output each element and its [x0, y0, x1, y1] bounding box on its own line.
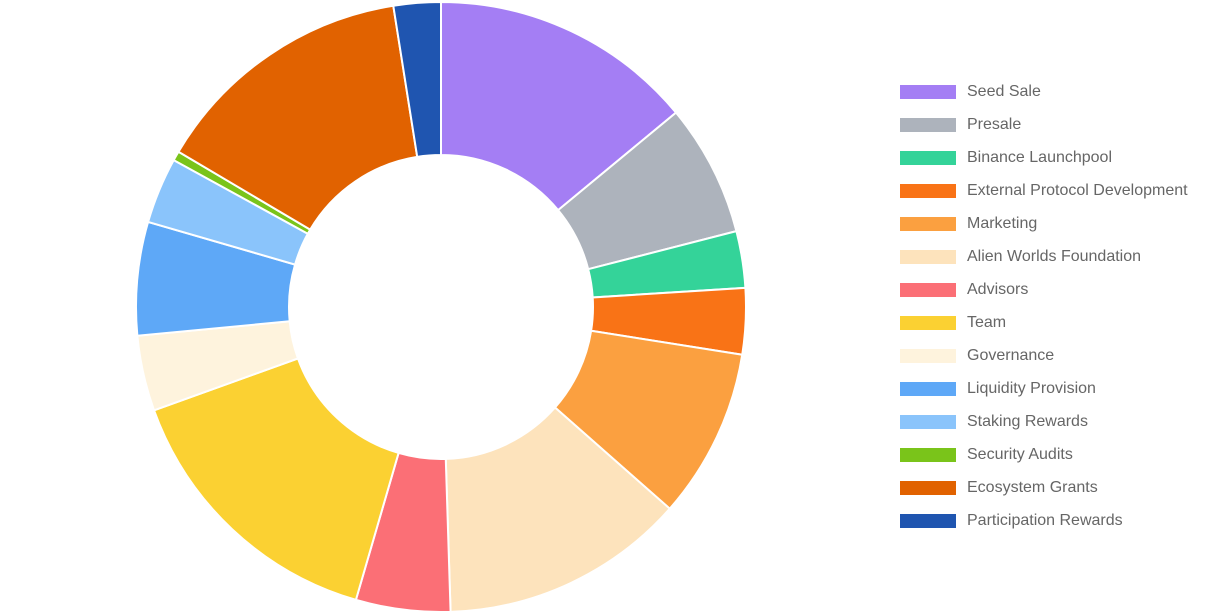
doughnut-segment [392, 0, 442, 159]
legend-label: Participation Rewards [967, 512, 1123, 529]
doughnut-segment [440, 0, 678, 212]
legend-swatch [900, 514, 956, 528]
legend-swatch [900, 382, 956, 396]
legend-label: Presale [967, 116, 1021, 133]
legend-label: Seed Sale [967, 83, 1041, 100]
legend-swatch [900, 349, 956, 363]
legend-swatch [900, 85, 956, 99]
doughnut-segment [444, 406, 672, 613]
legend-label: Marketing [967, 215, 1037, 232]
legend-swatch [900, 283, 956, 297]
legend-swatch [900, 217, 956, 231]
legend-swatch [900, 151, 956, 165]
legend-swatch [900, 316, 956, 330]
legend-label: Ecosystem Grants [967, 479, 1098, 496]
legend-swatch [900, 415, 956, 429]
legend-label: Governance [967, 347, 1054, 364]
legend-label: Binance Launchpool [967, 149, 1112, 166]
legend-label: Alien Worlds Foundation [967, 248, 1141, 265]
legend-label: Staking Rewards [967, 413, 1088, 430]
legend-swatch [900, 118, 956, 132]
legend-label: Security Audits [967, 446, 1073, 463]
legend-label: Advisors [967, 281, 1028, 298]
legend: Seed Sale Presale Binance Launchpool Extern… [900, 83, 1188, 529]
legend-swatch [900, 184, 956, 198]
legend-swatch [900, 448, 956, 462]
doughnut-segment [152, 357, 400, 602]
legend-swatch [900, 481, 956, 495]
legend-label: Liquidity Provision [967, 380, 1096, 397]
legend-label: Team [967, 314, 1006, 331]
legend-label: External Protocol Development [967, 182, 1188, 199]
legend-swatch [900, 250, 956, 264]
doughnut-segment [177, 4, 419, 231]
